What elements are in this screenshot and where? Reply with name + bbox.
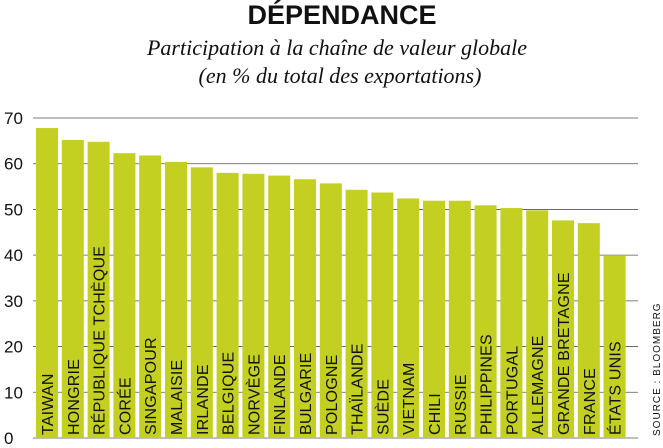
bar [294,179,316,438]
bar [423,200,445,438]
y-tick-label: 40 [4,246,23,265]
bar-label: POLOGNE [324,354,341,435]
chart-title: DÉPENDANCE [247,0,436,30]
bar [113,153,136,438]
bar [216,172,239,438]
y-tick-label: 20 [4,338,23,357]
y-tick-label: 50 [4,200,23,219]
bar [268,175,291,438]
y-tick-label: 10 [4,383,23,402]
bar [474,205,497,438]
y-tick-label: 0 [4,429,13,448]
bar [61,139,84,438]
bar [603,255,626,438]
bar-label: FRANCE [582,368,599,435]
y-axis-ticks: 0 10 20 30 40 50 60 70 [4,109,23,448]
bar [500,208,523,438]
bar-label: MALAISIE [169,360,186,435]
bar-label: IRLANDE [195,364,212,435]
bar-label: ÉTATS UNIS [606,341,625,435]
bar [36,128,58,439]
bar-label: ALLEMAGNE [530,335,547,435]
bar-labels: TAIWAN HONGRIE RÉPUBLIQUE TCHÈQUE CORÉE SING… [40,246,625,435]
bar [397,198,420,438]
bar [139,155,162,438]
bar-label: CORÉE [115,377,134,435]
bar [448,200,471,438]
bar-label: SINGAPOUR [143,337,160,435]
bar-label: HONGRIE [66,359,83,435]
bars [36,128,626,439]
bar [165,161,187,438]
bar [242,173,265,438]
bar-label: SUÈDE [373,379,392,435]
bar-label: THAÏLANDE [349,343,367,435]
bar-label: RÉPUBLIQUE TCHÈQUE [90,246,109,435]
y-tick-label: 60 [4,155,23,174]
bar-label: BELGIQUE [221,352,238,435]
bar [87,141,110,438]
bar-label: TAIWAN [40,373,57,435]
bar [345,189,368,438]
bar [371,192,394,438]
source-note: SOURCE : BLOOMBERG [652,302,663,436]
bar-label: PHILIPPINES [479,334,496,435]
bar [577,223,600,438]
bar-label: FINLANDE [272,354,289,435]
bar [552,220,574,438]
bar-label: BULGARIE [298,352,315,435]
y-tick-label: 30 [4,292,23,311]
bar [526,210,549,438]
bar-label: GRANDE BRETAGNE [556,272,573,435]
chart-subtitle-line2: (en % du total des exportations) [199,63,482,88]
chart-subtitle-line1: Participation à la chaîne de valeur glob… [146,35,527,60]
bar-label: RUSSIE [453,374,470,435]
y-tick-label: 70 [4,109,23,128]
bar [319,183,342,438]
bar-label: NORVÈGE [244,354,263,435]
bar [190,167,213,438]
bar-label: VIETNAM [401,362,418,435]
bar-label: PORTUGAL [504,346,521,435]
bar-label: CHILI [427,393,444,435]
